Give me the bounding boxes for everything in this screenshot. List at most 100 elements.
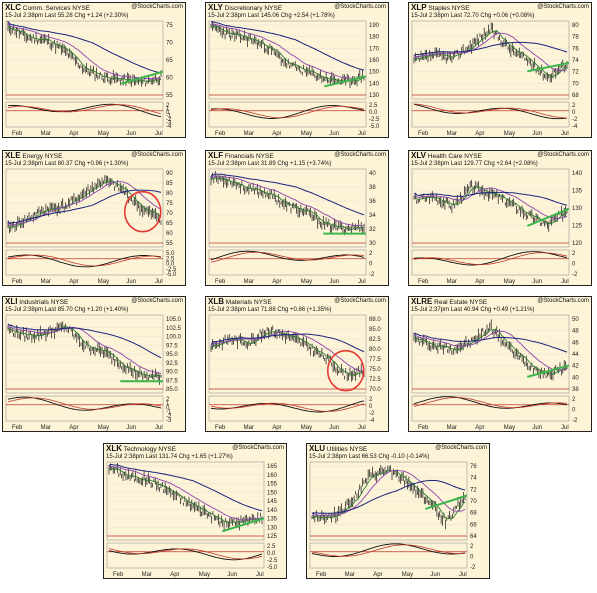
copyright-label: @StockCharts.com — [131, 4, 183, 10]
sector-name: Industrials NYSE — [17, 299, 69, 306]
sector-name: Real Estate NYSE — [432, 299, 488, 306]
chart-canvas: 88.0 85.0 82.5 80.0 77.5 75.0 72.5 70.0 20-2-4 Fe… — [208, 314, 381, 431]
month-tick-label: Feb — [418, 425, 429, 431]
price-tick-label: 125 — [267, 534, 278, 540]
ma-20-line — [7, 326, 162, 377]
price-tick-label: 85 — [166, 181, 173, 187]
chart-panel-xlb: 88.0 85.0 82.5 80.0 77.5 75.0 72.5 70.0 2 0 -2 -4 Fe… — [205, 296, 389, 432]
month-tick-label: Apr — [272, 279, 281, 285]
month-tick-label: May — [199, 572, 210, 578]
ma-50-line — [413, 330, 568, 371]
price-tick-label: 82.5 — [369, 337, 381, 343]
chart-canvas: 75 70 65 60 55 210-1-2-3-4 Feb Mar Apr May Jun Jul — [5, 20, 173, 137]
chart-header: XLE Energy NYSE @StockCharts.com — [5, 152, 183, 161]
chart-header: XLC Comm. Services NYSE @StockCharts.com — [5, 4, 183, 13]
quote-line: 15-Jul 2:37pm Last 40.94 Chg +0.49 (+1.2… — [411, 307, 535, 313]
oscillator-tick-label: -1 — [166, 114, 172, 120]
chart-panel-xli: 105.0 102.5 100.0 97.5 95.0 92.5 90.0 87.5 85.0 2… — [2, 296, 186, 432]
month-tick-label: May — [504, 425, 515, 431]
ma-20-line — [210, 177, 365, 231]
sector-name: Technology NYSE — [122, 446, 177, 453]
price-tick-label: 145 — [267, 499, 278, 505]
ma-200-line — [7, 189, 162, 225]
month-tick-label: Mar — [41, 279, 51, 285]
oscillator-tick-label: 0 — [166, 405, 170, 411]
chart-panel-xlk: 165 160 155 150 145 140 135 130 125 2.5 0.0 -2.5 -5.… — [103, 443, 287, 579]
price-tick-label: 150 — [369, 70, 380, 76]
price-tick-label: 80 — [166, 191, 173, 197]
price-tick-label: 76 — [572, 46, 579, 52]
oscillator-tick-label: -2 — [572, 418, 578, 424]
price-tick-label: 65 — [166, 58, 173, 64]
month-tick-label: May — [301, 131, 312, 137]
price-tick-label: 70 — [572, 81, 579, 87]
ma-50-line — [311, 469, 466, 516]
oscillator-frame — [5, 101, 164, 128]
price-tick-label: 72 — [470, 487, 477, 493]
oscillator-tick-label: -2 — [572, 272, 578, 278]
copyright-label: @StockCharts.com — [334, 152, 386, 158]
price-tick-label: 85.0 — [166, 387, 178, 393]
month-tick-label: Mar — [41, 425, 51, 431]
signal-line — [7, 397, 162, 410]
quote-line: 15-Jul 2:38pm Last 129.77 Chg +2.64 (+2.… — [411, 161, 538, 167]
chart-header: XLF Financials NYSE @StockCharts.com — [208, 152, 386, 161]
symbol-label: XLI — [5, 297, 18, 306]
highlight-circle — [326, 349, 365, 392]
oscillator-tick-label: 2 — [166, 103, 170, 109]
ma-20-line — [413, 328, 568, 375]
price-frame — [208, 168, 367, 248]
price-tick-label: 60 — [166, 76, 173, 82]
ma-200-line — [108, 463, 263, 512]
chart-panel-xle: 90 85 80 75 70 65 60 55 5.0 2.5 0.0 -2.5 -5.0 Feb Mar A… — [2, 150, 186, 286]
month-tick-label: May — [504, 131, 515, 137]
price-tick-label: 36 — [369, 199, 376, 205]
month-tick-label: Mar — [244, 131, 254, 137]
price-tick-label: 40 — [369, 171, 376, 177]
price-tick-label: 120 — [572, 241, 583, 247]
price-tick-label: 68 — [470, 511, 477, 517]
symbol-label: XLF — [208, 151, 224, 160]
highlight-circle — [123, 190, 162, 233]
quote-line: 15-Jul 2:38pm Last 72.70 Chg +0.06 (+0.0… — [411, 13, 535, 19]
month-tick-label: Feb — [12, 131, 23, 137]
month-tick-label: Jun — [227, 572, 237, 578]
price-tick-label: 130 — [572, 206, 583, 212]
chart-panel-xlf: 40 38 36 34 32 30 2 0 -2 Feb Mar Apr May Jun Jul XLF Fi… — [205, 150, 389, 286]
quote-line: 15-Jul 2:38pm Last 71.88 Chg +0.86 (+1.3… — [208, 307, 332, 313]
symbol-label: XLRE — [411, 297, 433, 306]
macd-line — [413, 396, 568, 409]
quote-line: 15-Jul 2:38pm Last 31.89 Chg +1.15 (+3.7… — [208, 161, 332, 167]
month-tick-label: Feb — [215, 279, 226, 285]
month-tick-label: Jun — [329, 279, 339, 285]
sector-name: Comm. Services NYSE — [21, 5, 90, 12]
oscillator-tick-label: -4 — [166, 124, 172, 130]
oscillator-tick-label: 5.0 — [166, 251, 175, 257]
ma-200-line — [413, 41, 568, 57]
month-tick-label: Jul — [256, 572, 264, 578]
price-tick-label: 140 — [267, 508, 278, 514]
price-tick-label: 74 — [470, 476, 477, 482]
signal-line — [210, 402, 365, 412]
copyright-label: @StockCharts.com — [537, 298, 589, 304]
chart-canvas: 190 180 170 160 150 140 130 2.50.0-2.5-5.0 Feb Ma… — [208, 20, 380, 137]
trendline — [527, 61, 570, 73]
price-tick-label: 92.5 — [166, 361, 178, 367]
month-tick-label: Apr — [272, 131, 281, 137]
copyright-label: @StockCharts.com — [537, 4, 589, 10]
sector-name: Staples NYSE — [426, 5, 470, 12]
month-tick-label: Apr — [272, 425, 281, 431]
month-tick-label: Jul — [358, 131, 366, 137]
ma-200-line — [311, 479, 466, 515]
price-tick-label: 140 — [369, 81, 380, 87]
price-tick-label: 70 — [470, 499, 477, 505]
copyright-label: @StockCharts.com — [334, 298, 386, 304]
price-tick-label: 68 — [572, 93, 579, 99]
macd-line — [413, 103, 568, 120]
price-tick-label: 88.0 — [369, 317, 381, 323]
ma-200-line — [210, 333, 365, 353]
oscillator-tick-label: -5.0 — [267, 565, 278, 571]
month-tick-label: May — [301, 425, 312, 431]
quote-line: 15-Jul 2:38pm Last 145.06 Chg +2.54 (+1.… — [208, 13, 335, 19]
month-tick-label: Mar — [345, 572, 355, 578]
